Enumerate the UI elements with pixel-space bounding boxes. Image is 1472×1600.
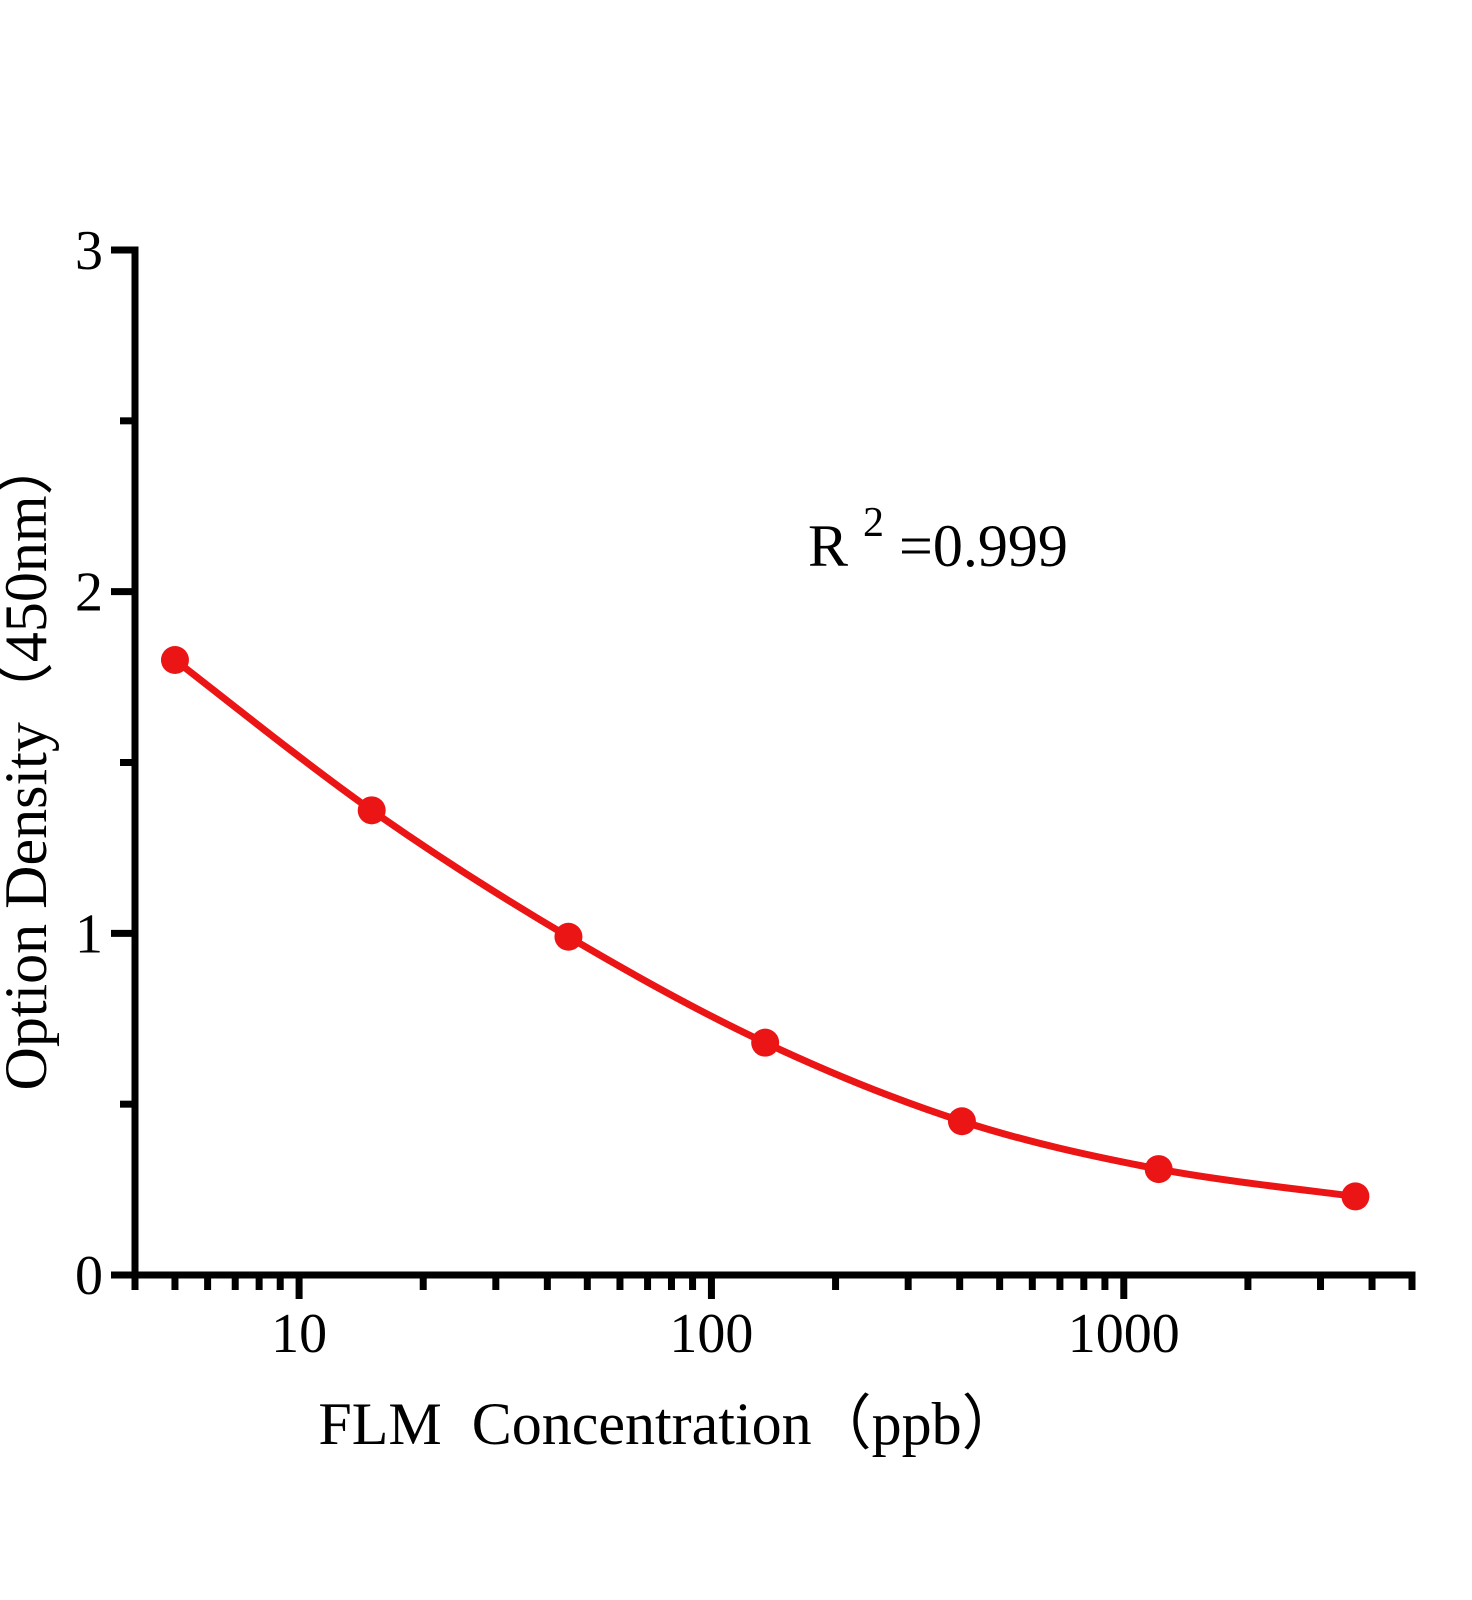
x-tick-label: 100 — [669, 1303, 753, 1365]
x-tick-label: 1000 — [1068, 1303, 1180, 1365]
x-axis-major-ticks — [295, 1275, 1128, 1299]
x-axis-title: FLM Concentration（ppb） — [318, 1391, 1021, 1457]
data-point — [947, 1107, 976, 1136]
x-axis-tick-labels: 10 100 1000 — [271, 1303, 1180, 1365]
data-point — [1341, 1182, 1370, 1211]
x-tick-label: 10 — [271, 1303, 327, 1365]
standard-curve-line — [171, 656, 1359, 1200]
data-point — [160, 646, 189, 674]
axes — [131, 246, 1416, 1279]
y-axis-major-ticks — [111, 246, 135, 1279]
y-axis-tick-labels: 0 1 2 3 — [75, 220, 103, 1307]
y-tick-label: 0 — [75, 1245, 103, 1307]
data-point — [751, 1028, 780, 1057]
r-squared-base: R — [808, 513, 848, 579]
x-axis-minor-ticks — [131, 1275, 1416, 1290]
y-axis-title: Option Density（450nm） — [0, 436, 59, 1091]
r-squared-superscript: 2 — [863, 500, 884, 546]
y-axis-minor-ticks — [120, 417, 135, 1108]
y-tick-label: 2 — [75, 562, 103, 624]
r-squared-value: =0.999 — [899, 513, 1068, 579]
data-point — [357, 796, 386, 825]
y-tick-label: 3 — [75, 220, 103, 282]
data-point — [554, 922, 583, 951]
r-squared-annotation: R 2 =0.999 — [808, 483, 1068, 579]
data-points — [160, 646, 1370, 1211]
y-tick-label: 1 — [75, 903, 103, 965]
data-point — [1144, 1155, 1173, 1184]
